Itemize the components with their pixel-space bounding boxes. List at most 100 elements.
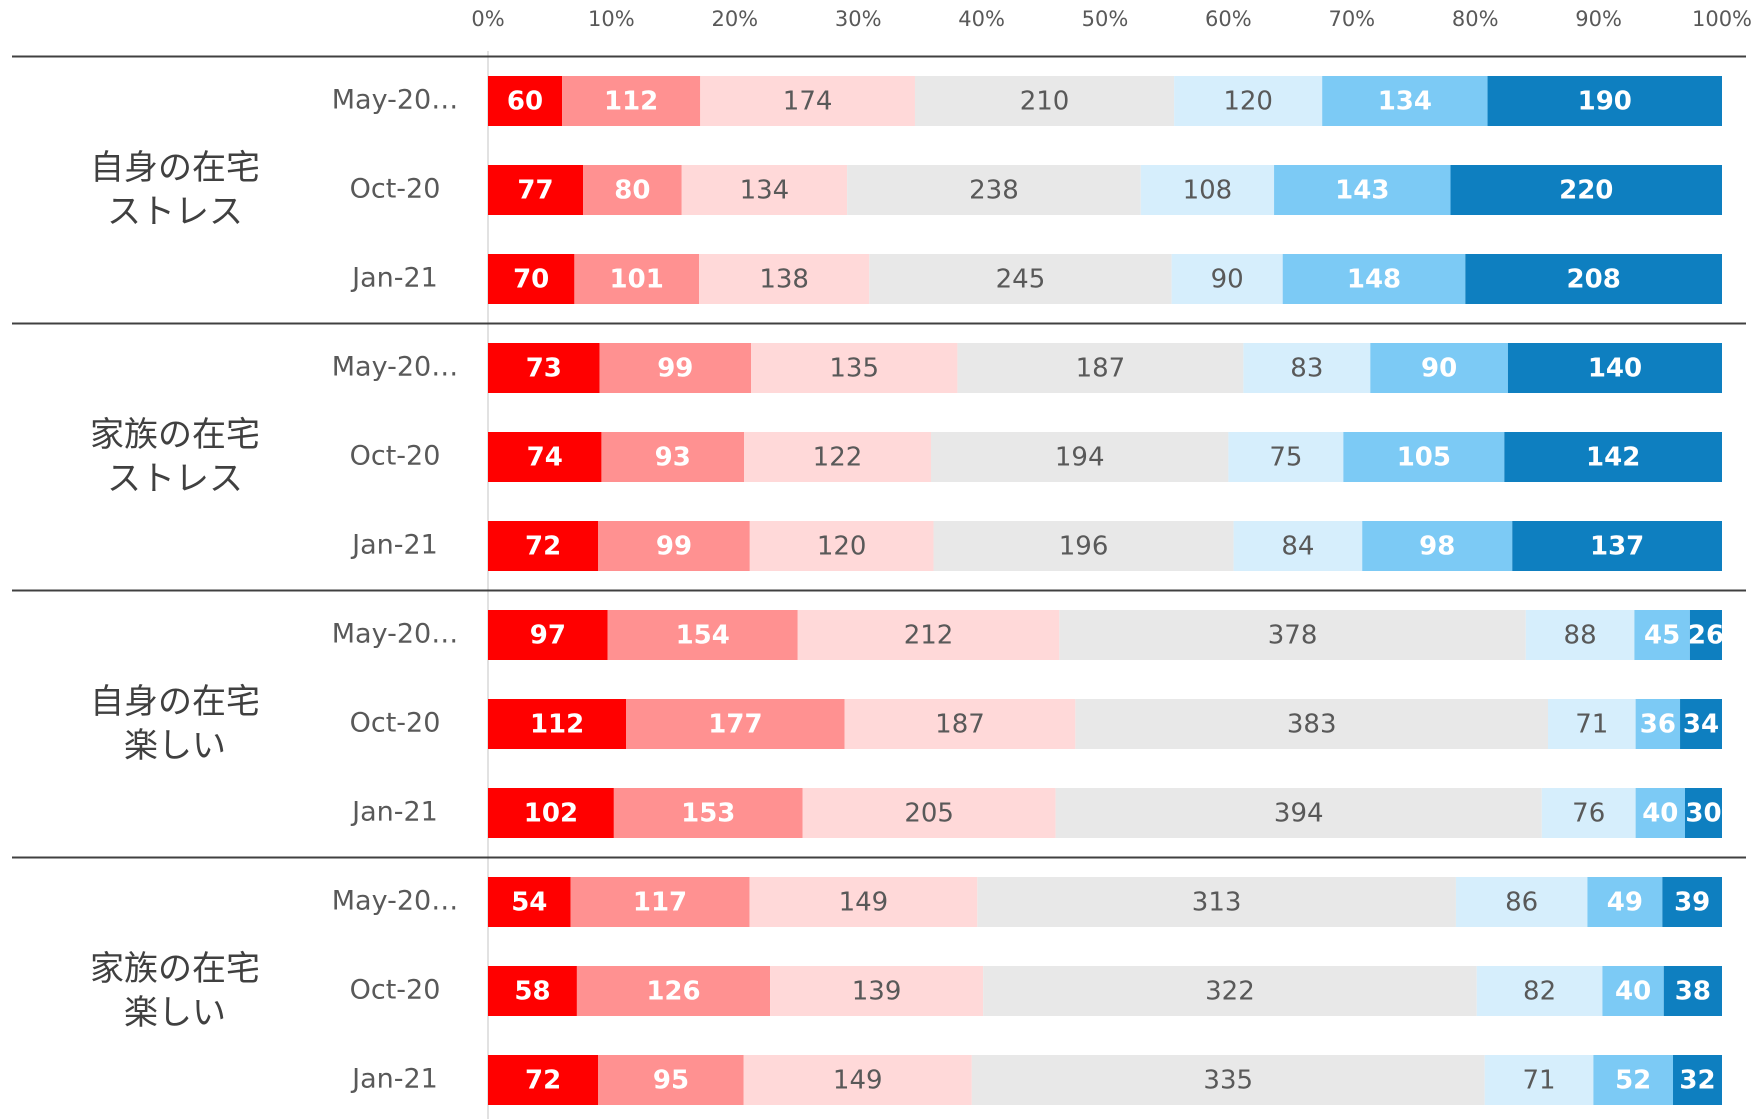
- data-label: 84: [1281, 532, 1314, 562]
- data-label: 40: [1615, 977, 1651, 1007]
- data-label: 97: [530, 621, 566, 651]
- data-label: 212: [904, 621, 954, 651]
- bar-segment: [1602, 966, 1664, 1016]
- data-label: 137: [1590, 532, 1644, 562]
- group-label: 家族の在宅ストレス: [90, 415, 260, 499]
- group-label: 家族の在宅楽しい: [90, 949, 260, 1033]
- bar-segment: [488, 966, 577, 1016]
- bar-segment: [570, 877, 750, 927]
- data-label: 80: [614, 176, 650, 206]
- data-label: 30: [1685, 799, 1721, 829]
- bar-segment: [1455, 877, 1588, 927]
- data-label: 322: [1205, 977, 1255, 1007]
- group-label: 自身の在宅ストレス: [90, 148, 260, 232]
- bar-segment: [598, 1055, 744, 1105]
- bar-segment: [983, 966, 1477, 1016]
- data-label: 71: [1522, 1066, 1555, 1096]
- bar-segment: [1140, 165, 1275, 215]
- data-label: 148: [1347, 265, 1401, 295]
- group-label: 自身の在宅楽しい: [90, 682, 260, 766]
- bar-segment: [933, 521, 1234, 571]
- bar-segment: [743, 432, 932, 482]
- category-label: Oct-20: [350, 708, 441, 739]
- bar-segment: [1343, 432, 1505, 482]
- data-label: 54: [511, 888, 547, 918]
- bar-segment: [1689, 610, 1722, 660]
- bar-segment: [583, 165, 682, 215]
- bar-segment: [1322, 76, 1488, 126]
- bar-segment: [700, 76, 915, 126]
- bar-segment: [1450, 165, 1722, 215]
- data-label: 52: [1615, 1066, 1651, 1096]
- x-tick-label: 70%: [1328, 7, 1375, 31]
- bar-segment: [488, 165, 584, 215]
- bar-segment: [488, 877, 571, 927]
- bar-segment: [1465, 254, 1722, 304]
- bar-segment: [681, 165, 848, 215]
- data-label: 82: [1523, 977, 1556, 1007]
- category-label: Jan-21: [350, 797, 438, 828]
- data-label: 142: [1586, 443, 1640, 473]
- data-label: 126: [646, 977, 700, 1007]
- group-label-box: 家族の在宅ストレス: [90, 415, 260, 499]
- data-label: 135: [829, 354, 879, 384]
- x-tick-label: 10%: [588, 7, 635, 31]
- data-label: 112: [530, 710, 584, 740]
- data-label: 174: [783, 87, 833, 117]
- bar-segment: [1504, 432, 1722, 482]
- data-label: 102: [524, 799, 578, 829]
- bar-segment: [1476, 966, 1603, 1016]
- data-label: 72: [525, 532, 561, 562]
- bar-segment: [488, 1055, 599, 1105]
- bar-segment: [1171, 254, 1283, 304]
- data-label: 99: [656, 532, 692, 562]
- bar-segment: [1541, 788, 1636, 838]
- data-label: 75: [1269, 443, 1302, 473]
- data-label: 205: [904, 799, 954, 829]
- data-label: 71: [1575, 710, 1608, 740]
- bar-segment: [770, 966, 984, 1016]
- bar-segment: [1228, 432, 1344, 482]
- data-label: 140: [1588, 354, 1642, 384]
- data-label: 86: [1505, 888, 1538, 918]
- bar-segment: [1243, 343, 1371, 393]
- data-label: 122: [813, 443, 863, 473]
- bar-segment: [488, 343, 600, 393]
- data-label: 313: [1192, 888, 1242, 918]
- bar-segment: [1684, 788, 1722, 838]
- bar-segment: [1075, 699, 1549, 749]
- data-label: 394: [1274, 799, 1324, 829]
- bar-segment: [1662, 877, 1722, 927]
- bar-segment: [1680, 699, 1722, 749]
- category-label: Jan-21: [350, 1064, 438, 1095]
- bar-segment: [1282, 254, 1466, 304]
- data-label: 39: [1674, 888, 1710, 918]
- data-label: 36: [1640, 710, 1676, 740]
- data-label: 238: [969, 176, 1019, 206]
- data-label: 177: [708, 710, 762, 740]
- category-label: Oct-20: [350, 441, 441, 472]
- bar-segment: [797, 610, 1060, 660]
- category-label: Oct-20: [350, 975, 441, 1006]
- category-label: May-20…: [332, 619, 458, 650]
- data-label: 101: [610, 265, 664, 295]
- bar-segment: [749, 521, 934, 571]
- bar-segment: [1512, 521, 1722, 571]
- bar-segment: [1635, 788, 1685, 838]
- bar-segment: [1055, 788, 1542, 838]
- bar-segment: [957, 343, 1244, 393]
- data-label: 120: [1223, 87, 1273, 117]
- data-label: 134: [1378, 87, 1432, 117]
- data-label: 105: [1397, 443, 1451, 473]
- bar-segment: [1635, 699, 1681, 749]
- data-label: 154: [676, 621, 730, 651]
- group-label-box: 自身の在宅楽しい: [90, 682, 260, 766]
- data-label: 83: [1290, 354, 1323, 384]
- bar-segment: [699, 254, 870, 304]
- x-tick-label: 90%: [1575, 7, 1622, 31]
- bar-segment: [1059, 610, 1526, 660]
- data-label: 208: [1567, 265, 1621, 295]
- data-label: 112: [604, 87, 658, 117]
- data-label: 40: [1642, 799, 1678, 829]
- bar-segment: [751, 343, 958, 393]
